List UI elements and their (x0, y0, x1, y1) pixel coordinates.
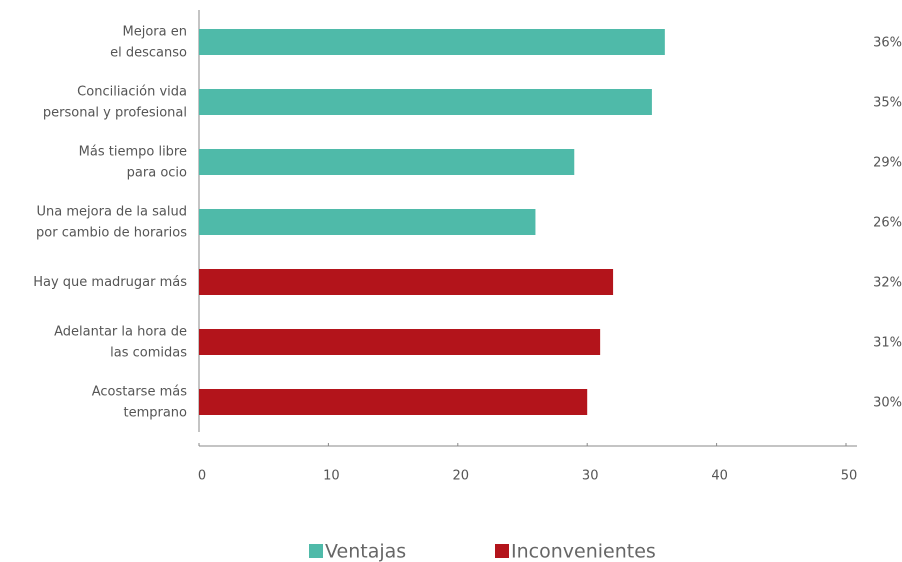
x-tick-label: 20 (453, 469, 470, 484)
x-tick-label: 30 (582, 469, 599, 484)
bar (199, 29, 665, 55)
category-label: Más tiempo libre para ocio (79, 144, 187, 180)
category-label: Acostarse más temprano (92, 384, 187, 420)
bar (199, 89, 652, 115)
category-label: Adelantar la hora de las comidas (54, 324, 187, 360)
category-label: Conciliación vida personal y profesional (43, 84, 187, 120)
bar (199, 209, 536, 235)
x-tick-label: 10 (323, 469, 340, 484)
legend-swatch (309, 544, 323, 558)
value-label: 30% (873, 396, 902, 411)
value-label: 26% (873, 216, 902, 231)
x-tick-label: 50 (841, 469, 858, 484)
legend-label: Inconvenientes (511, 541, 656, 562)
category-label: Mejora en el descanso (110, 24, 187, 60)
x-tick-label: 40 (711, 469, 728, 484)
value-label: 35% (873, 96, 902, 111)
value-label: 32% (873, 276, 902, 291)
value-label: 31% (873, 336, 902, 351)
legend-label: Ventajas (325, 541, 406, 562)
category-label: Una mejora de la salud por cambio de hora… (36, 204, 187, 240)
category-label: Hay que madrugar más (33, 275, 187, 290)
bar (199, 389, 588, 415)
x-tick-label: 0 (198, 469, 206, 484)
bar (199, 269, 614, 295)
value-label: 29% (873, 156, 902, 171)
bar (199, 329, 601, 355)
value-label: 36% (873, 36, 902, 51)
legend-swatch (495, 544, 509, 558)
bar (199, 149, 575, 175)
